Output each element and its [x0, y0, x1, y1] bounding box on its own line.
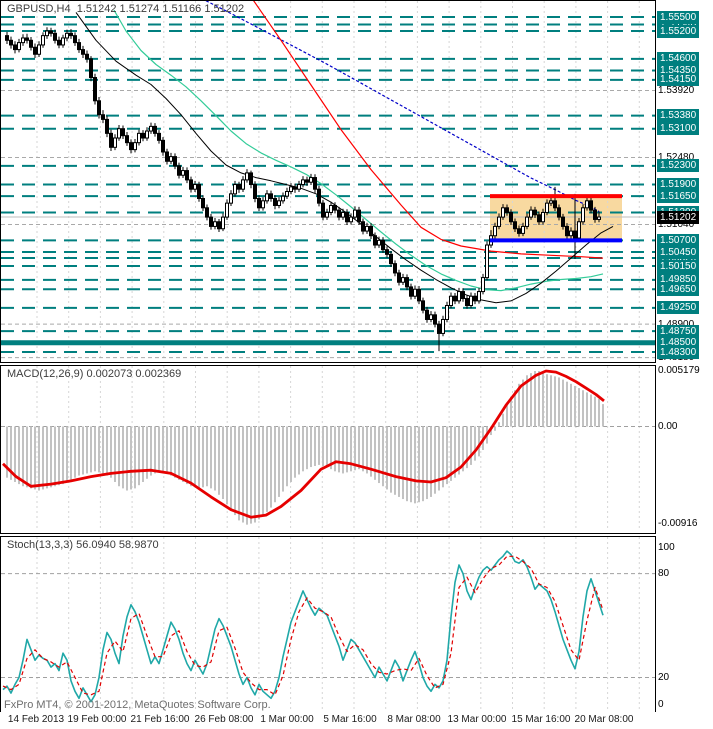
symbol-label: GBPUSD,H4	[7, 3, 71, 15]
price-axis-label: 1.50700	[657, 233, 700, 247]
time-axis-label: 15 Mar 16:00	[511, 714, 571, 725]
macd-label: MACD(12,26,9) 0.002073 0.002369	[7, 368, 182, 380]
price-axis-label: 1.52480	[658, 152, 695, 164]
price-axis-label: 1.54150	[657, 73, 700, 87]
price-axis-label: 1.48750	[657, 324, 700, 338]
price-axis-label: 1.48300	[657, 345, 700, 359]
time-axis-label: 13 Mar 00:00	[447, 714, 507, 725]
stoch-axis-label: 20	[658, 671, 670, 683]
price-axis-label: 1.52300	[657, 159, 700, 173]
price-axis-label: 1.50450	[657, 245, 700, 259]
stochastic-panel[interactable]: Stoch(13,3,3) 56.0940 58.9870 FxPro MT4,…	[0, 536, 656, 713]
symbol-ohlc-label: GBPUSD,H4 1.51242 1.51274 1.51166 1.5120…	[7, 3, 244, 15]
macd-axis-label: 0.00	[658, 420, 678, 432]
macd-axis-label: -0.00916	[658, 518, 698, 530]
stoch-axis-label: 80	[658, 567, 670, 579]
price-axis-label: 1.51650	[657, 189, 700, 203]
price-axis-label: 1.55500	[657, 10, 700, 24]
time-axis-label: 5 Mar 16:00	[323, 714, 377, 725]
price-axis-label: 1.54600	[657, 52, 700, 66]
time-axis-label: 14 Feb 2013	[7, 714, 65, 725]
price-chart-canvas[interactable]	[1, 1, 655, 362]
price-axis-label: 1.49650	[657, 282, 700, 296]
price-axis[interactable]: 1.553401.533801.503201.481801.555001.552…	[655, 0, 713, 729]
price-axis-label: 1.48900	[657, 318, 695, 331]
macd-panel[interactable]: MACD(12,26,9) 0.002073 0.002369	[0, 365, 656, 534]
time-axis[interactable]: 14 Feb 2013 19 Feb 00:00 21 Feb 16:00 26 Fe…	[0, 712, 713, 729]
price-axis-label: 1.49250	[657, 301, 700, 315]
stochastic-canvas[interactable]	[1, 537, 655, 712]
time-axis-label: 26 Feb 08:00	[194, 714, 254, 725]
time-axis-label: 8 Mar 08:00	[387, 714, 441, 725]
time-axis-label: 19 Feb 00:00	[67, 714, 127, 725]
time-axis-label: 21 Feb 16:00	[130, 714, 190, 725]
copyright-text: FxPro MT4, © 2001-2012, MetaQuotes Softw…	[4, 699, 271, 711]
macd-canvas[interactable]	[1, 366, 655, 533]
price-axis-label: 1.53920	[658, 85, 695, 96]
main-chart-panel[interactable]: GBPUSD,H4 1.51242 1.51274 1.51166 1.5120…	[0, 0, 656, 363]
price-axis-label: 1.51900	[657, 178, 700, 191]
price-axis-label: 1.53380	[657, 109, 700, 123]
price-axis-label: 1.53100	[657, 122, 700, 136]
price-axis-label: 1.55200	[657, 24, 700, 38]
time-axis-label: 1 Mar 00:00	[260, 714, 314, 725]
price-axis-label: 1.50150	[657, 259, 700, 273]
time-axis-label: 20 Mar 08:00	[574, 714, 634, 725]
price-axis-label: 1.51202	[657, 210, 700, 224]
price-axis-label: 1.51040	[658, 219, 695, 231]
ohlc-values: 1.51242 1.51274 1.51166 1.51202	[76, 3, 245, 15]
macd-axis-label: 0.005179	[658, 365, 700, 377]
stoch-axis-label: 0	[658, 699, 664, 710]
stochastic-label: Stoch(13,3,3) 56.0940 58.9870	[7, 539, 159, 551]
stoch-axis-label: 100	[658, 542, 675, 553]
